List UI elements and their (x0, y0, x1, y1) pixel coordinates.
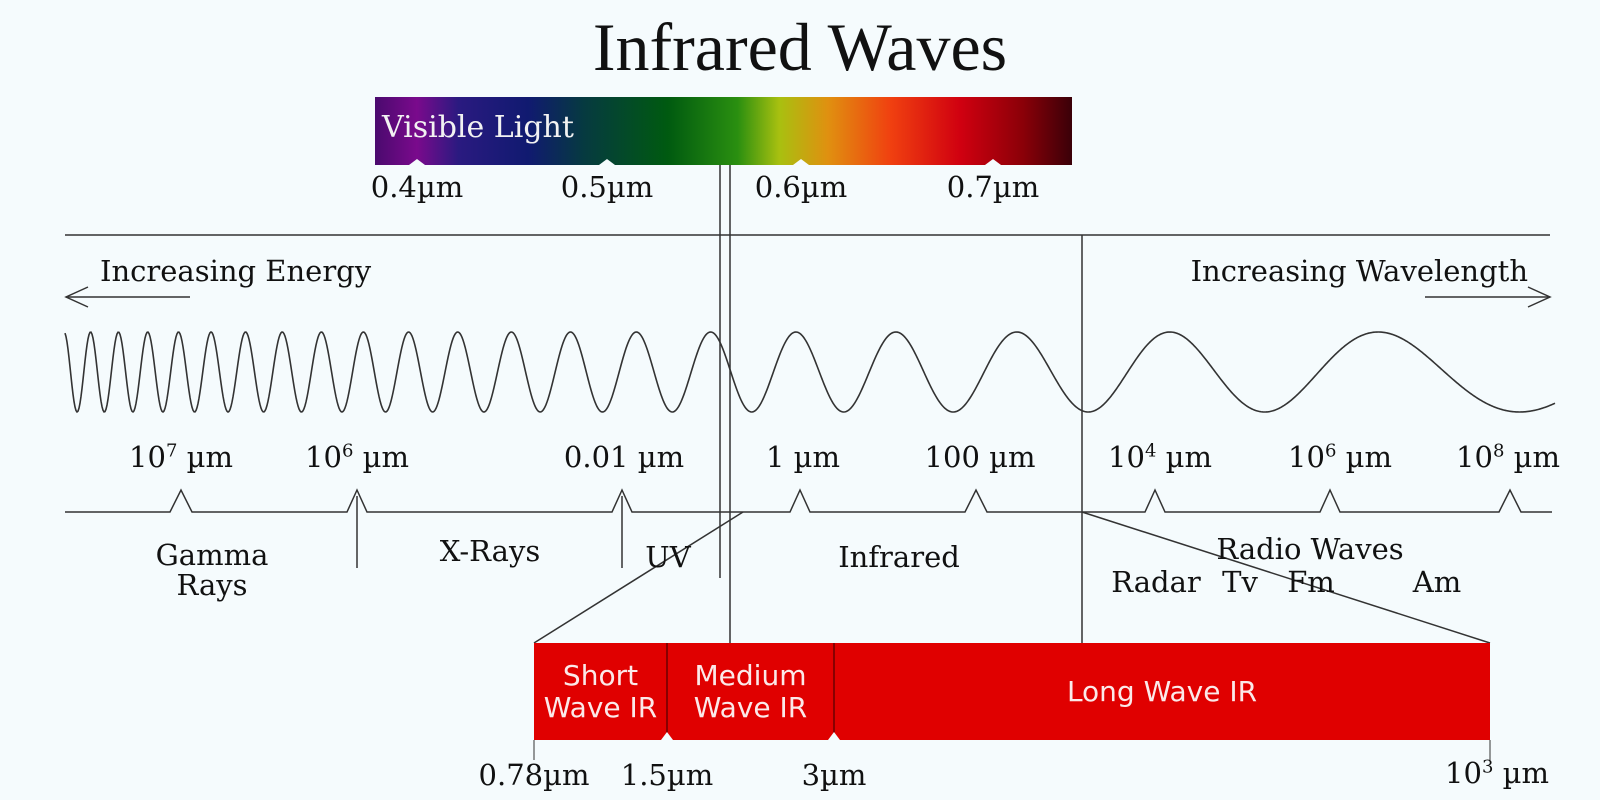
vis-tick-label-2: 0.5µm (560, 170, 654, 204)
vis-tick-label-1: 0.4µm (370, 170, 464, 204)
zoom-line-left (533, 511, 744, 644)
band-infrared: Infrared (838, 540, 960, 574)
scale-line (65, 488, 1552, 513)
page-title: Infrared Waves (592, 9, 1008, 85)
right-arrow-head (1527, 286, 1552, 308)
scale-label-1: 107 µm (129, 440, 233, 474)
visible-light-bar (375, 97, 1072, 165)
scale-label-2: 106 µm (305, 440, 409, 474)
band-am: Am (1412, 565, 1462, 599)
ir-bar (534, 643, 1490, 740)
scale-label-7: 106 µm (1288, 440, 1392, 474)
ir-medium-line1: Medium (694, 659, 807, 692)
ir-medium-wave: Medium Wave IR (667, 660, 834, 724)
ir-short-line1: Short (562, 659, 639, 692)
ir-long-wave: Long Wave IR (1066, 675, 1258, 708)
ir-tick-label-4: 103 µm (1445, 756, 1549, 790)
band-fm: Fm (1287, 565, 1335, 599)
increasing-energy-label: Increasing Energy (100, 254, 372, 288)
left-arrow-head (64, 286, 89, 308)
zoom-line-right (1081, 511, 1491, 644)
visible-light-label: Visible Light (382, 110, 574, 145)
ir-short-wave: Short Wave IR (534, 660, 667, 724)
scale-label-4: 1 µm (765, 440, 841, 474)
scale-label-3: 0.01 µm (563, 440, 685, 474)
vis-tick-4 (985, 159, 1001, 165)
ir-tick-label-1: 0.78µm (478, 758, 590, 792)
ir-tick-1 (661, 732, 673, 740)
band-gamma-rays: Gamma Rays (156, 540, 269, 600)
ir-short-line2: Wave IR (543, 691, 658, 724)
vis-tick-2 (599, 159, 615, 165)
vis-tick-3 (793, 159, 809, 165)
scale-label-6: 104 µm (1108, 440, 1212, 474)
ir-tick-label-2: 1.5µm (620, 758, 714, 792)
band-gamma-line1: Gamma (155, 538, 269, 572)
scale-label-8: 108 µm (1456, 440, 1560, 474)
band-xrays: X-Rays (439, 534, 541, 568)
ir-tick-label-3: 3µm (801, 758, 867, 792)
band-uv: UV (645, 540, 691, 574)
band-tv: Tv (1222, 565, 1258, 599)
vis-tick-label-4: 0.7µm (946, 170, 1040, 204)
increasing-wavelength-label: Increasing Wavelength (1190, 254, 1528, 288)
band-radar: Radar (1111, 565, 1201, 599)
ir-tick-2 (828, 732, 840, 740)
vis-tick-label-3: 0.6µm (754, 170, 848, 204)
band-radio-waves: Radio Waves (1216, 532, 1404, 566)
vis-tick-1 (409, 159, 425, 165)
scale-label-5: 100 µm (924, 440, 1036, 474)
band-gamma-line2: Rays (176, 568, 248, 602)
wave-curve (64, 331, 1556, 414)
ir-medium-line2: Wave IR (693, 691, 808, 724)
